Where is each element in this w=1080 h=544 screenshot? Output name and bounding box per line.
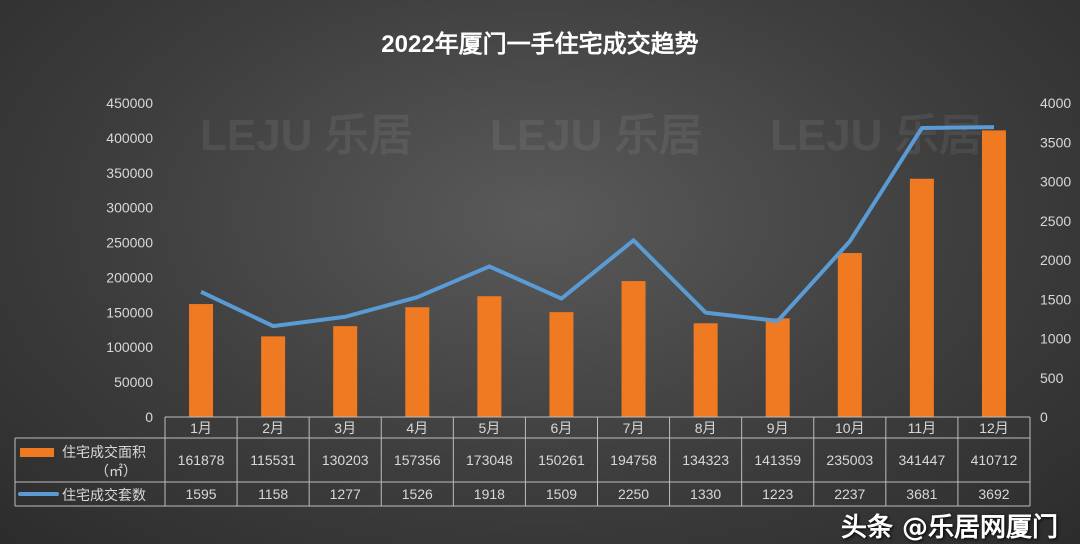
- bar: [261, 336, 286, 417]
- right-tick-label: 3000: [1040, 174, 1071, 190]
- category-label: 2月: [262, 420, 284, 436]
- line-value-label: 2250: [618, 486, 649, 502]
- bar-value-label: 235003: [826, 452, 873, 468]
- bar-value-label: 141359: [754, 452, 801, 468]
- left-tick-label: 250000: [106, 235, 153, 251]
- left-tick-label: 400000: [106, 130, 153, 146]
- category-label: 11月: [908, 420, 937, 436]
- bar: [477, 296, 502, 417]
- category-label: 9月: [767, 420, 789, 436]
- left-tick-label: 350000: [106, 165, 153, 181]
- bar: [333, 326, 358, 417]
- bar: [981, 130, 1006, 417]
- left-tick-label: 300000: [106, 200, 153, 216]
- bar-value-label: 194758: [610, 452, 657, 468]
- line-series: [200, 125, 994, 329]
- left-tick-label: 50000: [114, 374, 153, 390]
- bar-value-label: 161878: [178, 452, 225, 468]
- bar-value-label: 410712: [971, 452, 1018, 468]
- left-tick-label: 200000: [106, 269, 153, 285]
- bar: [765, 318, 790, 417]
- left-tick-label: 100000: [106, 339, 153, 355]
- right-tick-label: 1500: [1040, 291, 1071, 307]
- line-value-label: 3681: [906, 486, 937, 502]
- left-tick-label: 450000: [106, 95, 153, 111]
- watermark-text: 头条 @乐居网厦门: [840, 513, 1058, 543]
- line-value-label: 1223: [762, 486, 793, 502]
- line-value-label: 1918: [474, 486, 505, 502]
- right-tick-label: 0: [1040, 409, 1048, 425]
- right-tick-label: 1000: [1040, 331, 1071, 347]
- category-label: 6月: [551, 420, 573, 436]
- right-tick-label: 4000: [1040, 95, 1071, 111]
- category-label: 8月: [695, 420, 717, 436]
- line-value-label: 3692: [978, 486, 1009, 502]
- legend-bar-label: 住宅成交面积: [62, 444, 146, 460]
- bar: [837, 253, 862, 417]
- category-label: 3月: [334, 420, 356, 436]
- right-tick-label: 500: [1040, 370, 1064, 386]
- logo-watermark: LEJU 乐居: [770, 111, 983, 160]
- category-label: 5月: [478, 420, 500, 436]
- line-value-label: 1158: [258, 486, 288, 502]
- bar-value-label: 341447: [899, 452, 946, 468]
- bar-value-label: 173048: [466, 452, 513, 468]
- bar-value-label: 115531: [250, 452, 296, 468]
- line-value-label: 1330: [690, 486, 721, 502]
- category-label: 4月: [406, 420, 428, 436]
- category-label: 7月: [623, 420, 645, 436]
- logo-watermark: LEJU 乐居: [200, 111, 413, 160]
- line-value-label: 1509: [546, 486, 577, 502]
- chart-title: 2022年厦门一手住宅成交趋势: [381, 30, 698, 58]
- bar-value-label: 150261: [538, 452, 585, 468]
- category-label: 1月: [190, 420, 212, 436]
- left-tick-label: 150000: [106, 304, 153, 320]
- logo-watermark: LEJU 乐居: [490, 111, 703, 160]
- legend-bar-swatch: [20, 448, 54, 457]
- line-value-label: 2237: [834, 486, 865, 502]
- right-tick-label: 3500: [1040, 134, 1071, 150]
- legend-line-label: 住宅成交套数: [62, 487, 146, 503]
- line-value-label: 1526: [402, 486, 433, 502]
- bar: [189, 304, 214, 417]
- category-label: 12月: [979, 420, 1009, 436]
- bar: [909, 178, 934, 417]
- legend-bar-unit: （㎡）: [95, 463, 137, 479]
- bar: [405, 307, 430, 417]
- right-tick-label: 2000: [1040, 252, 1071, 268]
- left-tick-label: 0: [145, 409, 153, 425]
- right-tick-label: 2500: [1040, 213, 1071, 229]
- bar: [549, 312, 574, 417]
- category-label: 10月: [835, 420, 865, 436]
- bar: [621, 281, 646, 417]
- bar-value-label: 134323: [682, 452, 729, 468]
- bar: [693, 323, 718, 417]
- line-value-label: 1595: [185, 486, 216, 502]
- line-value-label: 1277: [330, 486, 361, 502]
- bar-value-label: 130203: [322, 452, 369, 468]
- bar-value-label: 157356: [394, 452, 441, 468]
